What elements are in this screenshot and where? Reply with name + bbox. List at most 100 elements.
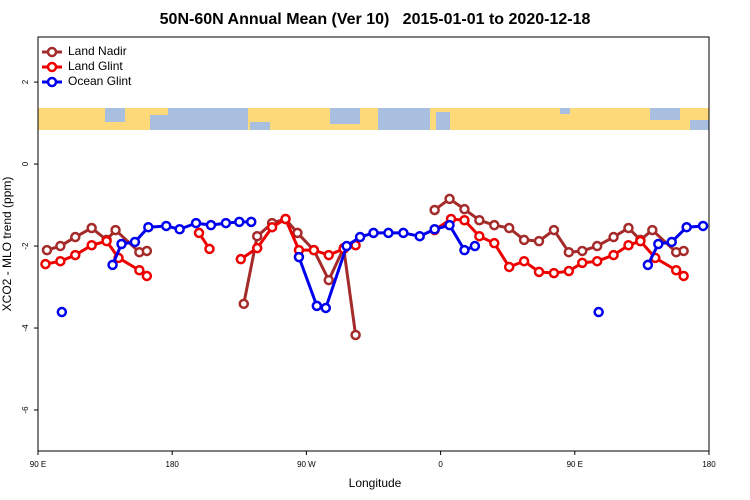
data-point [238, 298, 250, 310]
map-water [105, 108, 709, 130]
data-point [193, 227, 205, 239]
y-tick-label: -4 [21, 324, 30, 332]
data-point [235, 253, 247, 265]
x-tick-label: 90 E [567, 460, 583, 469]
legend-label: Land Nadir [68, 44, 127, 58]
data-point [548, 267, 560, 279]
data-point [55, 240, 66, 252]
data-point [459, 244, 470, 256]
plot-frame [37, 36, 710, 452]
x-tick-label: 180 [702, 460, 716, 469]
data-point [469, 240, 481, 252]
data-point [518, 234, 530, 246]
data-point [368, 227, 379, 239]
data-point [429, 204, 440, 216]
data-point [86, 239, 97, 251]
data-point [245, 216, 257, 228]
data-point [110, 224, 121, 236]
data-point [670, 264, 682, 276]
data-point [608, 231, 619, 243]
data-point [533, 235, 545, 247]
data-point [308, 244, 320, 256]
data-point [383, 227, 394, 239]
legend-label: Ocean Glint [68, 74, 132, 88]
data-point [174, 223, 185, 235]
data-point [40, 258, 51, 270]
y-axis-label: XCO2 - MLO trend (ppm) [0, 177, 14, 312]
y-tick-label: -2 [21, 242, 30, 250]
data-point [678, 270, 689, 282]
data-point [548, 224, 560, 236]
data-point [459, 203, 470, 215]
y-tick-label: -6 [21, 406, 30, 414]
data-point [577, 257, 588, 269]
data-point [292, 227, 303, 239]
legend-marker [46, 61, 58, 73]
data-point [107, 259, 118, 271]
data-point [429, 223, 440, 235]
data-point [116, 238, 127, 250]
data-point [354, 231, 366, 243]
legend-label: Land Glint [68, 59, 123, 73]
data-point [444, 219, 455, 231]
data-point [86, 222, 97, 234]
data-point [251, 242, 263, 254]
data-point [608, 249, 619, 261]
data-point [697, 220, 709, 232]
data-point [642, 259, 654, 271]
data-point [666, 236, 677, 248]
data-point [251, 230, 263, 242]
legend-marker [46, 76, 58, 88]
data-point [129, 236, 141, 248]
data-point [533, 266, 545, 278]
data-point [56, 306, 68, 318]
map-strip [38, 108, 709, 130]
data-point [503, 222, 515, 234]
data-point [623, 239, 634, 251]
data-point [591, 240, 603, 252]
data-point [141, 245, 153, 257]
series-line [45, 217, 685, 278]
x-tick-label: 90 E [30, 460, 46, 469]
data-point [591, 255, 603, 267]
data-point [489, 219, 500, 231]
data-point [341, 240, 352, 252]
data-point [518, 255, 530, 267]
data-point [681, 221, 692, 233]
data-point [55, 255, 66, 267]
data-point [160, 220, 172, 232]
data-point [311, 300, 323, 312]
y-tick-label: 2 [21, 79, 30, 84]
y-tick-label: 0 [21, 161, 30, 166]
x-axis-label: Longitude [349, 476, 402, 490]
data-point [101, 235, 112, 247]
data-point [647, 224, 658, 236]
data-point [220, 217, 232, 229]
data-point [134, 264, 145, 276]
data-point [414, 230, 425, 242]
data-point [280, 213, 291, 225]
data-point [70, 231, 81, 243]
map-land [38, 108, 709, 130]
data-point [320, 302, 332, 314]
data-point [204, 243, 215, 255]
data-point [653, 238, 664, 250]
data-point [577, 245, 588, 257]
data-point [474, 230, 485, 242]
x-tick-label: 180 [166, 460, 180, 469]
data-point [459, 214, 470, 226]
data-point [474, 214, 485, 226]
data-point [293, 251, 305, 263]
data-point [398, 227, 409, 239]
data-point [205, 219, 217, 231]
x-tick-label: 90 W [297, 460, 316, 469]
data-point [593, 306, 604, 318]
data-point [350, 329, 361, 341]
data-point [266, 221, 278, 233]
data-point [563, 246, 575, 258]
data-point [623, 222, 634, 234]
data-point [234, 216, 245, 228]
legend-marker [46, 46, 58, 58]
data-point [635, 235, 646, 247]
